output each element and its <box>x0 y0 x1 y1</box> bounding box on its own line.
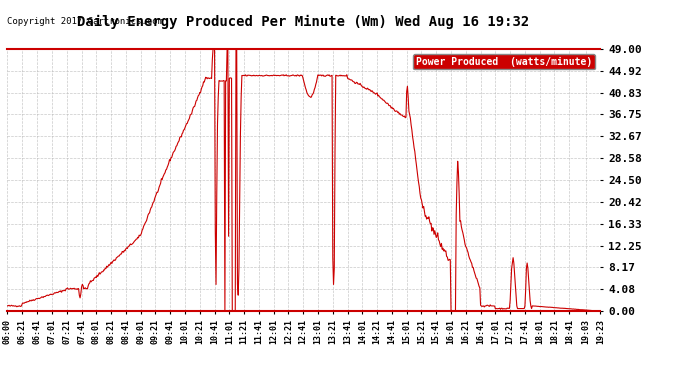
Text: Daily Energy Produced Per Minute (Wm) Wed Aug 16 19:32: Daily Energy Produced Per Minute (Wm) We… <box>77 15 530 29</box>
Text: Copyright 2017 Cartronics.com: Copyright 2017 Cartronics.com <box>7 17 163 26</box>
Legend: Power Produced  (watts/minute): Power Produced (watts/minute) <box>413 54 595 69</box>
